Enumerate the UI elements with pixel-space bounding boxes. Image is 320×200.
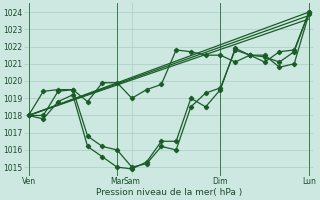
X-axis label: Pression niveau de la mer( hPa ): Pression niveau de la mer( hPa ) <box>96 188 242 197</box>
